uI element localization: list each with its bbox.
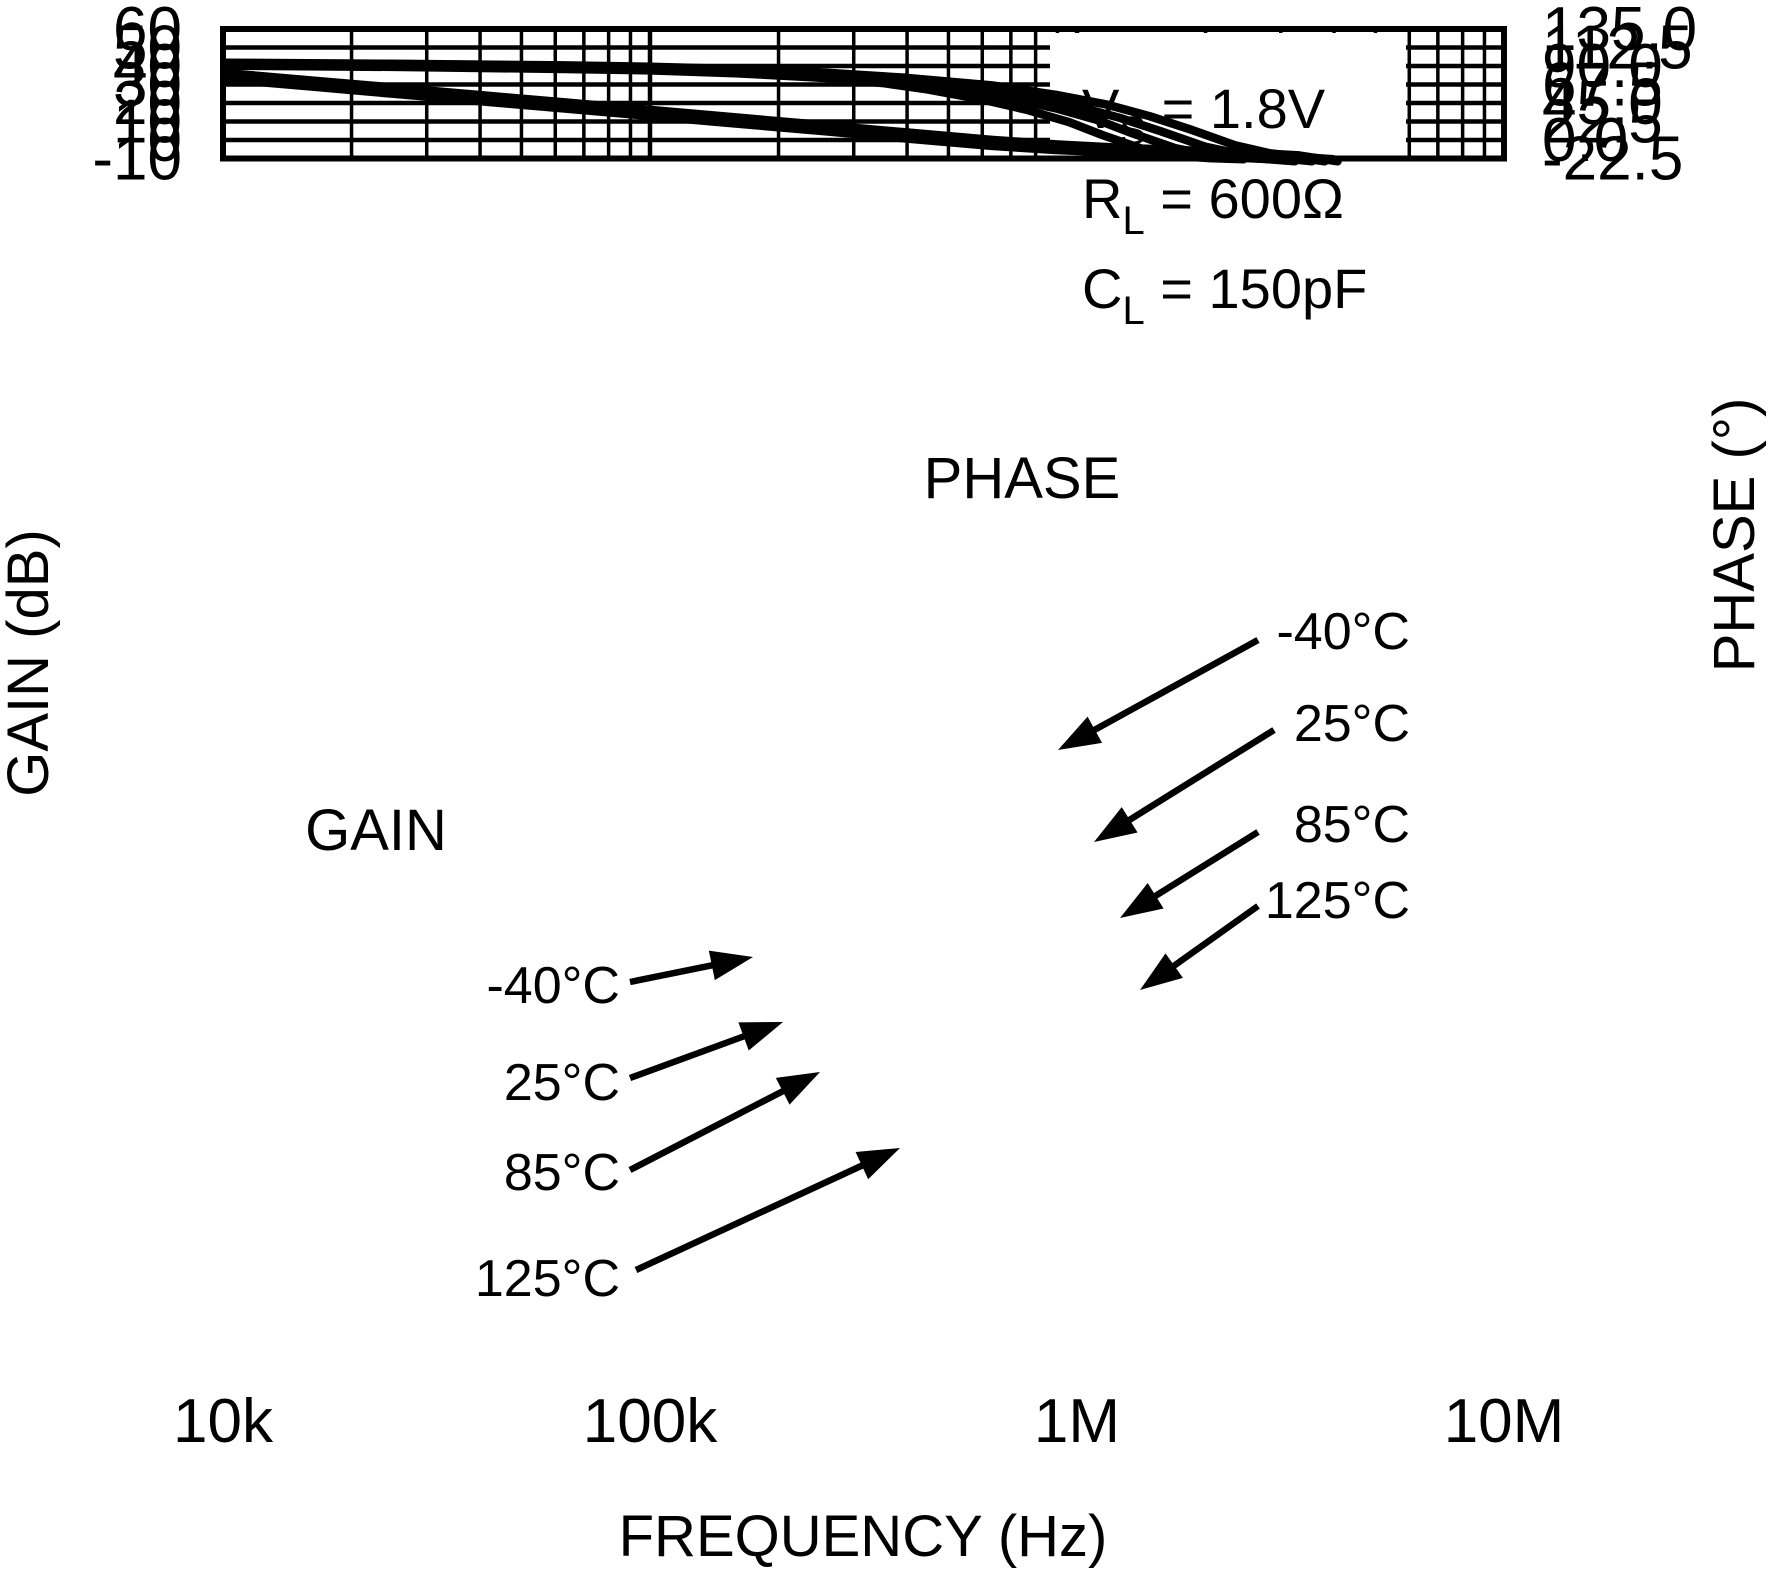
phase-temp-arrow-head (1120, 883, 1164, 918)
y-left-tick-label: 60 (113, 0, 182, 64)
x-tick-label: 10M (1444, 1387, 1565, 1456)
gain-label-box (283, 795, 469, 865)
x-tick-label: 10k (173, 1387, 274, 1456)
phase-temp-label: -40°C (1276, 603, 1410, 661)
y-left-axis-title: GAIN (dB) (0, 529, 61, 797)
y-right-tick-label: 112.5 (1542, 14, 1693, 83)
phase-temp-box (1246, 694, 1432, 752)
phase-temp-arrow-line (1142, 829, 1260, 906)
gain-temp-arrow-line (629, 959, 727, 986)
x-tick-label: 1M (1034, 1387, 1120, 1456)
label-backgrounds (283, 33, 1432, 1307)
gain-temp-label: 125°C (475, 1250, 620, 1308)
y-right-tick-label: 90.0 (1542, 32, 1663, 101)
y-right-tick-label: 135.0 (1542, 0, 1697, 64)
conditions-box (1050, 33, 1406, 351)
y-left-tick-label: -10 (92, 125, 182, 194)
y-left-tick-label: 30 (113, 51, 182, 120)
condition-cl: CL = 150pF (1082, 257, 1367, 333)
gain-temp-arrow-head (708, 950, 753, 981)
gain-temp-arrow-head (775, 1072, 820, 1105)
phase-temp-box (1246, 795, 1432, 853)
phase-temp-label: 125°C (1265, 872, 1410, 930)
plot-frame (220, 26, 1507, 162)
temperature-callouts: -40°C 25°C 85°C 125°C -40°C 25°C 85°C 125°C (475, 603, 1410, 1308)
gain-temp-label: 85°C (504, 1144, 620, 1202)
phase-temp-arrow-head (1058, 716, 1103, 750)
plot-border (220, 26, 1507, 162)
y-right-tick-label: 67.5 (1542, 51, 1663, 120)
phase-temp-label: 85°C (1294, 796, 1410, 854)
phase-temp-box (1246, 871, 1432, 929)
phase-curve-label: PHASE (924, 446, 1121, 511)
gain-temp-arrow-line (634, 1156, 876, 1273)
condition-vs: VS = 1.8V (1082, 77, 1326, 153)
y-right-tick-label: 22.5 (1542, 88, 1663, 157)
condition-rl: RL = 600Ω (1082, 167, 1344, 243)
gain-temp-box (458, 1143, 627, 1201)
y-right-tick-label: 45.0 (1542, 69, 1663, 138)
gain-temp-label: -40°C (486, 957, 620, 1015)
phase-label-box (898, 443, 1146, 513)
phase-temp-box (1246, 602, 1432, 660)
y-right-tick-label: 0.0 (1542, 106, 1628, 175)
y-right-axis-title: PHASE (°) (1702, 398, 1767, 673)
x-tick-label: 100k (583, 1387, 718, 1456)
gain-temp-label: 25°C (504, 1054, 620, 1112)
gain-temp-box (458, 1053, 627, 1111)
gain-temp-box (455, 1249, 629, 1307)
gain-temp-box (458, 956, 627, 1014)
y-left-tick-label: 50 (113, 14, 182, 83)
y-left-tick-label: 20 (113, 69, 182, 138)
y-left-tick-label: 0 (148, 106, 182, 175)
gain-temp-arrow-line (628, 1081, 797, 1173)
y-right-tick-label: -22.5 (1542, 125, 1683, 194)
gain-temp-arrow-line (628, 1028, 758, 1082)
phase-temp-arrow-head (1094, 807, 1138, 842)
phase-temp-arrow-line (1116, 727, 1276, 830)
y-left-tick-label: 10 (113, 88, 182, 157)
phase-temp-arrow-line (1080, 637, 1260, 740)
x-axis-title: FREQUENCY (Hz) (619, 1504, 1108, 1569)
phase-temp-label: 25°C (1294, 695, 1410, 753)
gain-temp-arrow-head (855, 1148, 900, 1180)
phase-temp-arrow-head (1140, 953, 1183, 990)
gain-temp-arrow-head (738, 1022, 783, 1051)
y-left-tick-label: 40 (113, 32, 182, 101)
gain-curve-label: GAIN (305, 798, 447, 863)
phase-curve-125C (220, 61, 1248, 164)
phase-temp-arrow-line (1160, 903, 1260, 977)
